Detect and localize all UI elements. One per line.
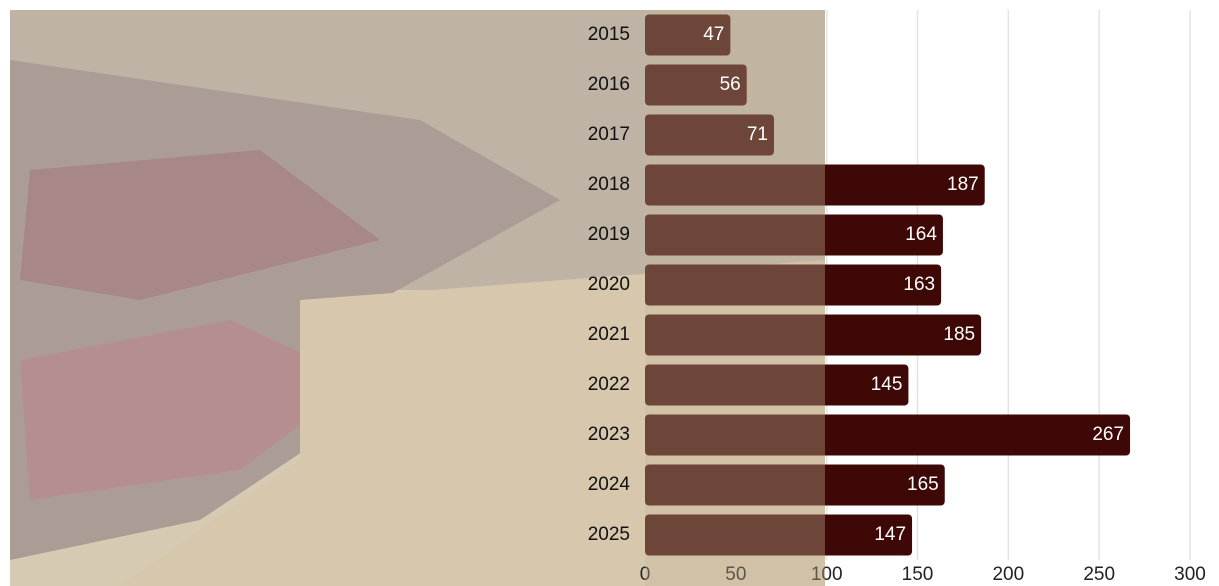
photo-overlay [645,10,825,586]
x-tick-label: 250 [1083,564,1115,585]
category-label: 2022 [588,374,630,395]
category-label: 2019 [588,224,630,245]
bar [645,64,747,106]
category-label: 2015 [588,24,630,45]
value-label: 164 [905,224,937,245]
bar [645,214,943,256]
x-tick-label: 200 [992,564,1024,585]
x-tick-label: 100 [811,564,843,585]
value-label: 145 [871,374,903,395]
bar [645,114,774,156]
x-tick-label: 300 [1174,564,1206,585]
bar [645,164,985,206]
category-label: 2018 [588,174,630,195]
bar [645,464,945,506]
category-label: 2023 [588,424,630,445]
bar [645,14,731,56]
value-label: 187 [947,174,979,195]
value-label: 185 [943,324,975,345]
category-label: 2025 [588,524,630,545]
value-label: 47 [703,24,724,45]
category-label: 2017 [588,124,630,145]
value-label: 165 [907,474,939,495]
bar [645,264,942,306]
category-label: 2016 [588,74,630,95]
value-label: 56 [720,74,741,95]
value-label: 163 [903,274,935,295]
value-label: 147 [874,524,906,545]
bar [645,364,909,406]
category-label: 2024 [588,474,631,495]
category-label: 2020 [588,274,630,295]
x-tick-label: 0 [640,564,651,585]
bar [645,514,913,556]
x-tick-label: 50 [725,564,746,585]
category-label: 2021 [588,324,630,345]
value-label: 267 [1092,424,1124,445]
value-label: 71 [747,124,768,145]
bar [645,314,982,356]
bar [645,414,1131,456]
x-tick-label: 150 [902,564,934,585]
